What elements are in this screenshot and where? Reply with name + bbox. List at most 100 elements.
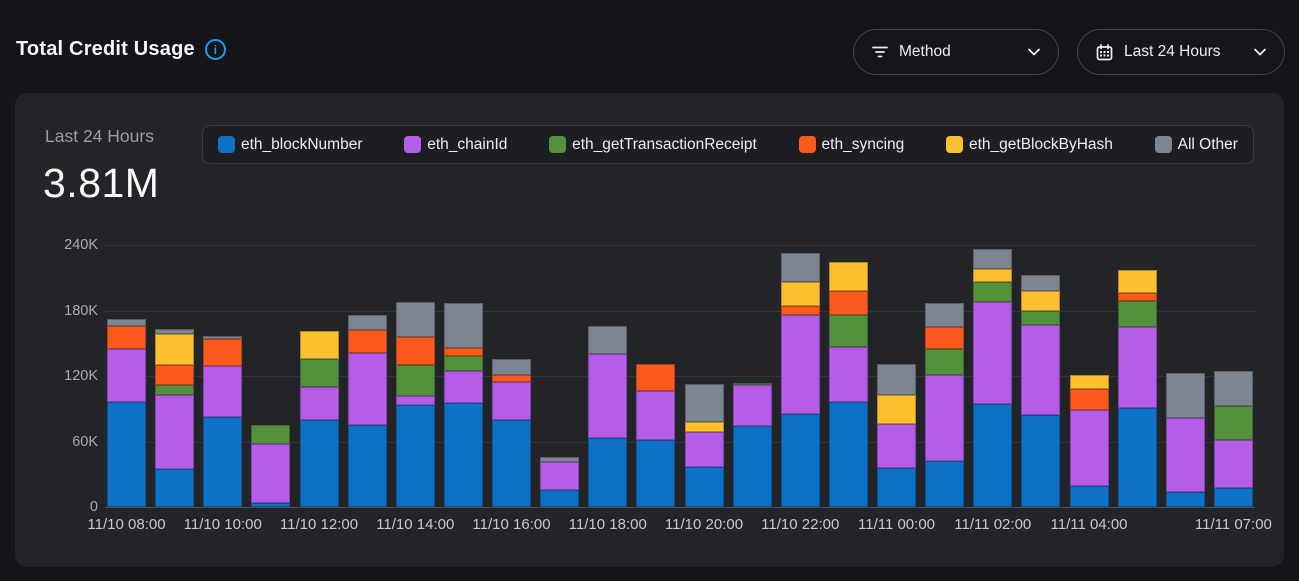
bar-segment-eth_chainId[interactable] xyxy=(1213,440,1253,488)
bar-segment-eth_syncing[interactable] xyxy=(347,330,387,353)
bar-segment-eth_blockNumber[interactable] xyxy=(155,469,195,507)
bar-segment-eth_blockNumber[interactable] xyxy=(1213,488,1253,507)
bar-segment-All Other[interactable] xyxy=(877,364,916,395)
bar-segment-eth_blockNumber[interactable] xyxy=(684,467,724,507)
bar-segment-eth_chainId[interactable] xyxy=(155,395,195,469)
bar-segment-All Other[interactable] xyxy=(925,303,965,327)
bar-segment-eth_chainId[interactable] xyxy=(684,432,724,467)
bar-segment-eth_getBlockByHash[interactable] xyxy=(780,282,820,306)
bar-segment-eth_getBlockByHash[interactable] xyxy=(1069,375,1109,389)
bar-segment-eth_chainId[interactable] xyxy=(540,462,580,490)
bar-segment-eth_syncing[interactable] xyxy=(203,339,243,366)
bar-segment-eth_syncing[interactable] xyxy=(492,375,531,382)
bar-11-10-18-00[interactable] xyxy=(588,326,628,507)
bar-11-11-04-00[interactable] xyxy=(1069,375,1109,507)
bar-segment-eth_chainId[interactable] xyxy=(299,387,339,420)
bar-segment-All Other[interactable] xyxy=(107,319,146,326)
bar-11-10-19-00[interactable] xyxy=(636,364,676,507)
bar-segment-eth_getTransactionReceipt[interactable] xyxy=(925,349,965,375)
bar-11-11-01-00[interactable] xyxy=(925,303,965,507)
bar-segment-eth_chainId[interactable] xyxy=(636,391,676,440)
bar-segment-eth_chainId[interactable] xyxy=(780,315,820,414)
bar-segment-eth_blockNumber[interactable] xyxy=(107,402,146,507)
bar-segment-eth_blockNumber[interactable] xyxy=(588,438,628,507)
bar-segment-eth_getBlockByHash[interactable] xyxy=(684,422,724,432)
bar-segment-eth_blockNumber[interactable] xyxy=(492,420,531,507)
bar-segment-eth_getTransactionReceipt[interactable] xyxy=(395,365,435,396)
bar-segment-eth_getTransactionReceipt[interactable] xyxy=(1117,301,1157,327)
bar-segment-eth_syncing[interactable] xyxy=(395,337,435,365)
bar-segment-eth_syncing[interactable] xyxy=(443,348,483,356)
bar-segment-eth_getBlockByHash[interactable] xyxy=(1021,291,1061,311)
bar-segment-eth_blockNumber[interactable] xyxy=(443,403,483,507)
bar-11-10-09-00[interactable] xyxy=(155,329,195,507)
bar-segment-eth_chainId[interactable] xyxy=(925,375,965,461)
bar-segment-eth_chainId[interactable] xyxy=(395,396,435,405)
bar-11-10-21-00[interactable] xyxy=(732,383,772,507)
bar-segment-All Other[interactable] xyxy=(492,359,531,375)
bar-segment-eth_syncing[interactable] xyxy=(828,291,868,315)
method-filter-dropdown[interactable]: Method xyxy=(853,29,1059,75)
legend-item[interactable]: eth_chainId xyxy=(404,136,507,154)
bar-segment-All Other[interactable] xyxy=(1213,371,1253,406)
bar-segment-eth_getTransactionReceipt[interactable] xyxy=(299,359,339,387)
bar-segment-eth_chainId[interactable] xyxy=(588,354,628,438)
bar-segment-eth_blockNumber[interactable] xyxy=(1021,415,1061,507)
bar-segment-eth_blockNumber[interactable] xyxy=(1117,408,1157,507)
bar-segment-eth_blockNumber[interactable] xyxy=(925,461,965,507)
bar-segment-All Other[interactable] xyxy=(540,457,580,462)
bar-segment-eth_getTransactionReceipt[interactable] xyxy=(828,315,868,347)
bar-segment-All Other[interactable] xyxy=(443,303,483,348)
bar-segment-eth_getTransactionReceipt[interactable] xyxy=(1021,311,1061,325)
bar-segment-All Other[interactable] xyxy=(684,384,724,422)
legend-item[interactable]: eth_getBlockByHash xyxy=(946,136,1113,154)
bar-segment-eth_chainId[interactable] xyxy=(1117,327,1157,408)
bar-segment-eth_chainId[interactable] xyxy=(492,382,531,420)
bar-segment-eth_blockNumber[interactable] xyxy=(1069,486,1109,507)
bar-segment-eth_syncing[interactable] xyxy=(1069,389,1109,410)
bar-11-10-11-00[interactable] xyxy=(251,425,291,507)
bar-segment-eth_blockNumber[interactable] xyxy=(251,503,291,507)
bar-segment-eth_blockNumber[interactable] xyxy=(732,426,772,507)
bar-11-10-13-00[interactable] xyxy=(347,315,387,507)
bar-segment-eth_getTransactionReceipt[interactable] xyxy=(443,356,483,371)
bar-segment-eth_syncing[interactable] xyxy=(107,326,146,349)
bar-segment-eth_blockNumber[interactable] xyxy=(828,402,868,507)
bar-segment-All Other[interactable] xyxy=(973,249,1013,269)
bar-segment-All Other[interactable] xyxy=(347,315,387,330)
legend-item[interactable]: eth_syncing xyxy=(798,136,904,154)
bar-segment-eth_blockNumber[interactable] xyxy=(973,404,1013,507)
bar-11-11-07-00[interactable] xyxy=(1213,371,1253,507)
bar-segment-eth_blockNumber[interactable] xyxy=(540,490,580,507)
bar-11-10-12-00[interactable] xyxy=(299,331,339,507)
bar-segment-eth_getBlockByHash[interactable] xyxy=(828,262,868,291)
bar-segment-eth_blockNumber[interactable] xyxy=(347,425,387,507)
bar-segment-eth_chainId[interactable] xyxy=(1021,325,1061,415)
bar-11-10-17-00[interactable] xyxy=(540,457,580,507)
bar-11-10-14-00[interactable] xyxy=(395,302,435,507)
bar-segment-eth_chainId[interactable] xyxy=(877,424,916,468)
bar-segment-eth_blockNumber[interactable] xyxy=(780,414,820,507)
legend-item[interactable]: eth_blockNumber xyxy=(218,136,362,154)
bar-segment-eth_getTransactionReceipt[interactable] xyxy=(155,385,195,395)
bar-segment-eth_blockNumber[interactable] xyxy=(395,405,435,507)
bar-11-10-16-00[interactable] xyxy=(492,359,531,507)
bar-segment-eth_getBlockByHash[interactable] xyxy=(299,331,339,359)
bar-segment-All Other[interactable] xyxy=(203,336,243,339)
bar-segment-eth_syncing[interactable] xyxy=(155,365,195,385)
bar-segment-eth_chainId[interactable] xyxy=(251,444,291,503)
bar-segment-eth_chainId[interactable] xyxy=(973,302,1013,404)
bar-segment-eth_chainId[interactable] xyxy=(1165,418,1205,492)
bar-11-10-15-00[interactable] xyxy=(443,303,483,507)
bar-segment-eth_blockNumber[interactable] xyxy=(299,420,339,507)
bar-11-11-02-00[interactable] xyxy=(973,249,1013,507)
bar-segment-eth_getTransactionReceipt[interactable] xyxy=(251,425,291,444)
bar-segment-eth_getBlockByHash[interactable] xyxy=(1117,270,1157,293)
bar-11-10-10-00[interactable] xyxy=(203,336,243,507)
bar-segment-eth_blockNumber[interactable] xyxy=(203,417,243,507)
bar-segment-eth_chainId[interactable] xyxy=(347,353,387,425)
bar-segment-eth_getBlockByHash[interactable] xyxy=(973,269,1013,282)
bar-11-11-06-00[interactable] xyxy=(1165,373,1205,507)
bar-segment-All Other[interactable] xyxy=(395,302,435,337)
bar-segment-eth_chainId[interactable] xyxy=(443,371,483,403)
